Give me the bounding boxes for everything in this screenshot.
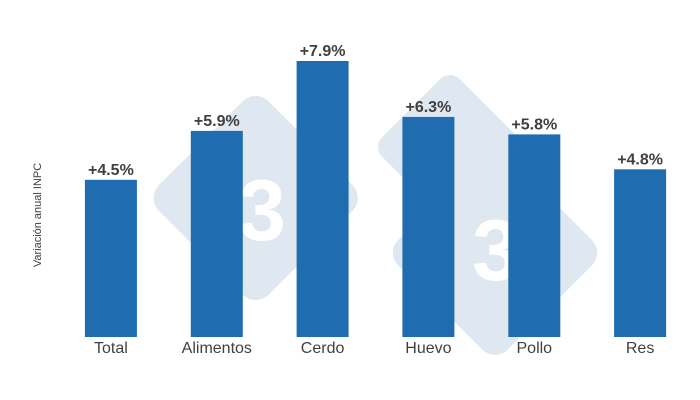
- value-label-pollo: +5.8%: [511, 116, 557, 133]
- category-label-huevo: Huevo: [405, 340, 451, 357]
- value-label-res: +4.8%: [617, 151, 663, 168]
- category-label-alimentos: Alimentos: [182, 340, 252, 357]
- bar-total: [84, 179, 137, 337]
- category-label-res: Res: [626, 340, 654, 357]
- value-label-total: +4.5%: [88, 162, 134, 179]
- value-label-alimentos: +5.9%: [194, 113, 240, 130]
- bar-huevo: [402, 116, 455, 338]
- category-label-cerdo: Cerdo: [301, 340, 345, 357]
- value-label-cerdo: +7.9%: [300, 43, 346, 60]
- category-label-total: Total: [94, 340, 128, 357]
- category-labels-group: Total Alimentos Cerdo Huevo Pollo Res: [94, 340, 654, 357]
- bar-pollo: [508, 134, 561, 337]
- category-label-pollo: Pollo: [517, 340, 553, 357]
- bars-group: [84, 61, 667, 338]
- bar-res: [614, 169, 667, 337]
- value-label-huevo: +6.3%: [405, 99, 451, 116]
- y-axis-title: Variación anual INPC: [32, 163, 44, 267]
- bar-alimentos: [190, 130, 243, 337]
- value-labels-group: +4.5% +5.9% +7.9% +6.3% +5.8% +4.8%: [88, 43, 663, 179]
- bar-cerdo: [296, 61, 349, 337]
- watermark-digit-1: 3: [238, 163, 286, 259]
